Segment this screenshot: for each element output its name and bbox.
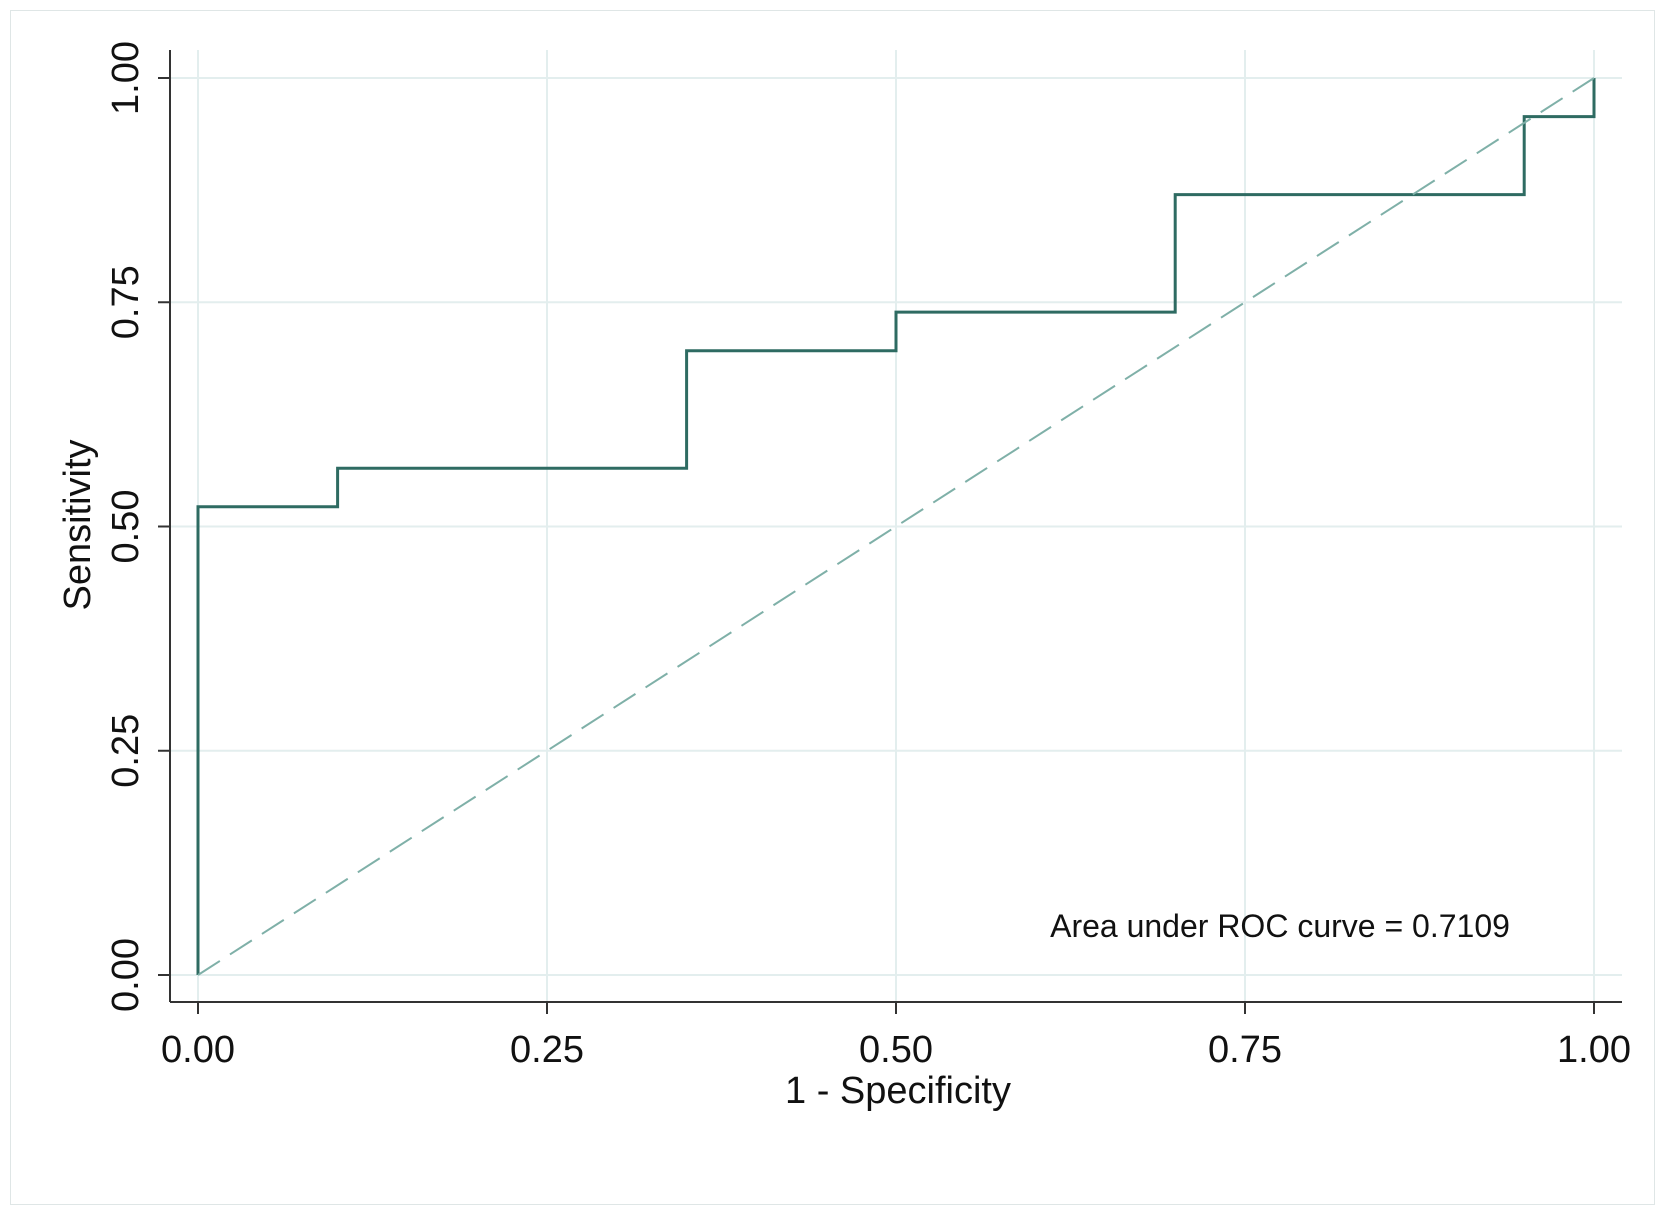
x-tick-label: 0.25 [510,1029,584,1071]
series-group [196,77,1596,976]
x-tick-label: 0.75 [1208,1029,1282,1071]
chart-frame [10,10,1655,1205]
x-tick-label: 0.00 [161,1029,235,1071]
y-axis-title: Sensitivity [57,439,99,610]
y-tick-label: 0.00 [105,938,147,1012]
y-tick-label: 1.00 [105,41,147,115]
roc-curve-line [196,78,1596,975]
x-tick-label: 1.00 [1557,1029,1631,1071]
x-axis-title: 1 - Specificity [785,1070,1011,1112]
ticks: 0.00 0.25 0.50 0.75 1.00 0.00 0.25 0.50 0.75 1.00 [105,41,1631,1071]
y-tick-label: 0.50 [105,490,147,564]
grid [170,50,1622,1002]
auc-annotation: Area under ROC curve = 0.7109 [1050,908,1510,944]
y-tick-label: 0.25 [105,714,147,788]
y-tick-label: 0.75 [105,265,147,339]
x-tick-label: 0.50 [859,1029,933,1071]
reference-diagonal-line [197,77,1595,976]
